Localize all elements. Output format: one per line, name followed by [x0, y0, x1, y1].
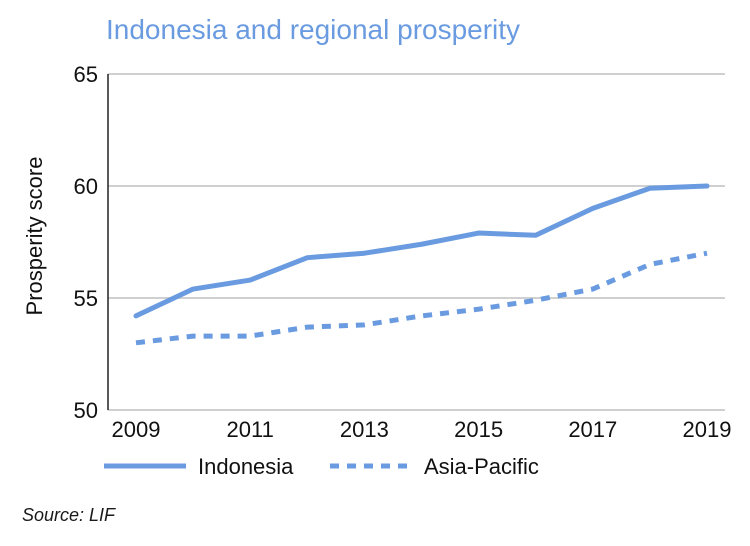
x-tick-label: 2017	[568, 417, 617, 442]
legend-label: Asia-Pacific	[424, 454, 539, 479]
x-tick-label: 2011	[227, 417, 274, 442]
y-tick-labels: 50 55 60 65	[74, 62, 98, 423]
y-tick-label: 65	[74, 62, 98, 87]
y-tick-label: 55	[74, 286, 98, 311]
x-tick-label: 2009	[112, 417, 161, 442]
chart-title: Indonesia and regional prosperity	[106, 14, 521, 45]
y-axis-label: Prosperity score	[22, 157, 47, 316]
legend-label: Indonesia	[198, 454, 294, 479]
legend: Indonesia Asia-Pacific	[104, 454, 539, 479]
series-line-indonesia	[133, 183, 710, 319]
x-tick-label: 2015	[454, 417, 503, 442]
y-tick-label: 60	[74, 174, 98, 199]
x-tick-label: 2013	[340, 417, 389, 442]
x-tick-labels: 2009 2011 2013 2015 2017 2019	[112, 417, 732, 442]
y-tick-label: 50	[74, 398, 98, 423]
x-tick-label: 2019	[683, 417, 732, 442]
series-lines	[133, 183, 710, 346]
gridlines	[107, 73, 725, 411]
source-note: Source: LIF	[22, 505, 116, 525]
series-line-asia-pacific	[135, 250, 708, 346]
